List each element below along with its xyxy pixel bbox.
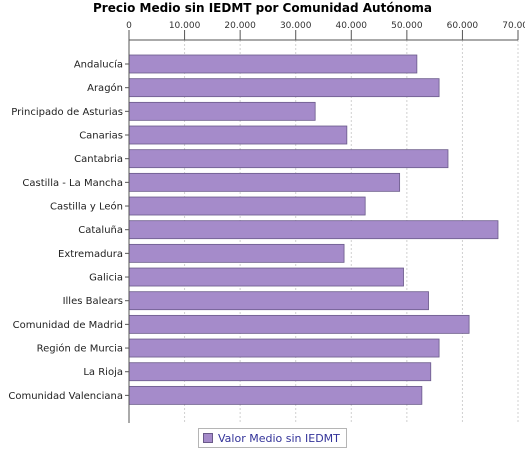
x-tick-label: 40.000	[336, 21, 368, 31]
category-label: La Rioja	[83, 367, 123, 378]
bar	[128, 149, 449, 169]
bar	[128, 78, 440, 98]
category-label: Canarias	[79, 131, 123, 142]
bar	[128, 291, 429, 311]
bar	[128, 220, 499, 240]
category-label: Región de Murcia	[37, 343, 123, 355]
bar	[128, 125, 348, 145]
bar	[128, 243, 345, 263]
bar	[128, 196, 366, 216]
category-label: Comunidad de Madrid	[13, 320, 123, 331]
chart-title: Precio Medio sin IEDMT por Comunidad Aut…	[93, 1, 432, 15]
x-tick-label: 50.000	[391, 21, 423, 31]
axes	[125, 30, 519, 423]
bar	[128, 362, 432, 382]
x-tick-label: 70.000	[502, 21, 525, 31]
bar	[128, 338, 440, 358]
category-labels: Andalucía Aragón Principado de Asturias Can…	[8, 59, 123, 402]
category-label: Aragón	[87, 82, 123, 94]
bar	[128, 385, 423, 405]
category-label: Comunidad Valenciana	[8, 391, 123, 402]
legend: Valor Medio sin IEDMT	[198, 428, 347, 448]
x-tick-label: 60.000	[447, 21, 479, 31]
legend-swatch	[203, 433, 213, 443]
category-label: Illes Balears	[63, 296, 123, 307]
bar	[128, 314, 470, 334]
bar	[128, 172, 401, 192]
category-label: Extremadura	[58, 249, 123, 260]
bar	[128, 54, 418, 74]
category-label: Cataluña	[78, 225, 123, 236]
category-label: Castilla y León	[50, 201, 123, 213]
category-label: Andalucía	[74, 59, 123, 71]
x-tick-label: 0	[126, 21, 132, 31]
category-label: Cantabria	[74, 154, 123, 165]
category-label: Principado de Asturias	[11, 107, 123, 118]
x-tick-label: 30.000	[280, 21, 312, 31]
bars	[128, 54, 499, 405]
bar-chart: 0 10.000 20.000 30.000 40.000 50.000 60.000 70.…	[8, 21, 525, 423]
x-tick-label: 20.000	[224, 21, 256, 31]
category-label: Galicia	[89, 273, 123, 284]
category-label: Castilla - La Mancha	[22, 178, 123, 189]
legend-label: Valor Medio sin IEDMT	[218, 431, 340, 445]
x-tick-label: 10.000	[169, 21, 201, 31]
bar	[128, 101, 316, 121]
x-tick-labels: 0 10.000 20.000 30.000 40.000 50.000 60.000 70.…	[126, 21, 525, 31]
bar	[128, 267, 404, 287]
